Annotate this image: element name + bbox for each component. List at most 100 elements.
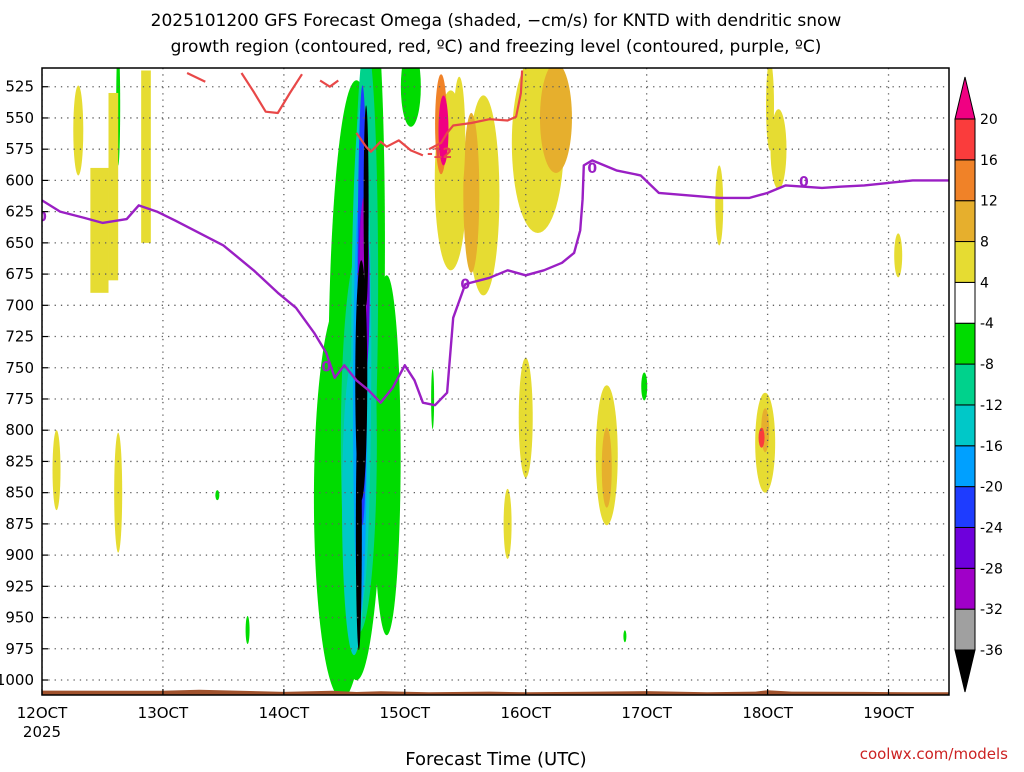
dgz-contour-line (319, 79, 339, 88)
y-tick-label: 725 (5, 328, 34, 346)
freezing-level-layer: 0 0 0 0 0 (37, 159, 949, 407)
colorbar-label: -12 (980, 398, 1003, 414)
omega-blob (518, 357, 533, 478)
dgz-contour-line (186, 72, 206, 83)
y-tick-label: 775 (5, 390, 34, 408)
omega-shading (52, 68, 903, 695)
colorbar-label: -4 (980, 316, 994, 332)
colorbar-box (954, 200, 976, 243)
colorbar-box (954, 445, 976, 488)
freezing-level-label: 0 (37, 210, 47, 226)
y-tick-label: 525 (5, 78, 34, 96)
chart-title-line-1: 2025101200 GFS Forecast Omega (shaded, −… (151, 11, 842, 31)
colorbar-box (954, 281, 976, 324)
colorbar-label: 20 (980, 112, 998, 128)
omega-blob (758, 427, 765, 448)
chart-title-line-2: growth region (contoured, red, ºC) and f… (171, 37, 822, 57)
colorbar-box (954, 322, 976, 365)
colorbar-label: 8 (980, 235, 989, 251)
omega-band (108, 92, 119, 281)
x-axis-title: Forecast Time (UTC) (405, 749, 586, 768)
ground-terrain (42, 689, 949, 695)
plot-frame (41, 67, 950, 696)
ground-fill (42, 689, 949, 695)
colorbar-arrow-low (954, 649, 976, 693)
omega-blob (73, 85, 84, 176)
freezing-level-label: 0 (460, 277, 470, 293)
y-tick-label: 625 (5, 203, 34, 221)
omega-blob (245, 616, 250, 645)
y-tick-label: 700 (5, 296, 34, 314)
colorbar-box (954, 526, 976, 569)
omega-blob (438, 95, 449, 166)
colorbar-label: 12 (980, 194, 998, 210)
y-tick-label: 650 (5, 234, 34, 252)
x-tick-label: 16OCT (500, 704, 551, 722)
colorbar-box (954, 118, 976, 161)
y-tick-label: 825 (5, 452, 34, 470)
omega-blob (770, 109, 787, 190)
colorbar-box (954, 567, 976, 610)
freezing-level-label: 0 (321, 360, 331, 376)
omega-blob (503, 488, 512, 559)
colorbar-label: -16 (980, 439, 1003, 455)
x-tick-sublabel: 2025 (23, 723, 61, 741)
dgz-contour-layer: -12 (186, 70, 524, 162)
omega-blob (355, 410, 362, 651)
colorbar-label: -20 (980, 480, 1003, 496)
omega-band (90, 167, 109, 293)
omega-blob (215, 490, 220, 501)
plot-area: -12 0 0 0 0 0 (37, 68, 949, 695)
omega-blob (641, 372, 648, 401)
y-tick-label: 850 (5, 484, 34, 502)
colorbar-label: 4 (980, 275, 989, 291)
dgz-contour-line (428, 70, 524, 151)
dgz-contour-label: -12 (427, 146, 452, 162)
colorbar-label: -32 (980, 602, 1003, 618)
colorbar-box (954, 241, 976, 283)
colorbar-box (954, 363, 976, 406)
y-tick-label: 975 (5, 640, 34, 658)
colorbar-label: -8 (980, 357, 994, 373)
omega-blob (463, 112, 480, 273)
omega-blob (894, 233, 903, 278)
colorbar: -36 -32 -28 -24 -20 -16 -12 -8 -4 4 8 12 16 20 (954, 76, 1003, 693)
y-tick-label: 800 (5, 421, 34, 439)
colorbar-label: 16 (980, 153, 998, 169)
omega-blob (363, 105, 369, 306)
freezing-level-label: 0 (587, 161, 597, 177)
x-tick-label: 18OCT (742, 704, 793, 722)
y-tick-label: 950 (5, 609, 34, 627)
x-tick-label: 17OCT (621, 704, 672, 722)
x-tick-label: 12OCT (17, 704, 68, 722)
omega-blob (601, 427, 612, 508)
x-tick-label: 15OCT (380, 704, 431, 722)
y-tick-label: 925 (5, 577, 34, 595)
colorbar-label: -28 (980, 561, 1003, 577)
colorbar-box (954, 486, 976, 528)
y-tick-label: 875 (5, 515, 34, 533)
y-tick-label: 575 (5, 140, 34, 158)
omega-band (141, 70, 151, 243)
omega-blob (400, 68, 421, 127)
credit-link[interactable]: coolwx.com/models (860, 745, 1008, 763)
colorbar-box (954, 404, 976, 447)
dgz-contour-line (355, 132, 424, 157)
x-tick-label: 13OCT (138, 704, 189, 722)
colorbar-arrow-high (954, 76, 976, 120)
omega-blob (623, 630, 627, 643)
dgz-contour-line (240, 72, 303, 115)
omega-blob (52, 430, 61, 511)
freezing-level-label: 0 (799, 175, 809, 191)
freezing-level-line (42, 159, 949, 407)
y-tick-label: 1000 (0, 671, 34, 689)
x-tick-label: 19OCT (863, 704, 914, 722)
colorbar-label: -36 (980, 643, 1003, 659)
colorbar-label: -24 (980, 520, 1003, 536)
y-tick-label: 550 (5, 109, 34, 127)
omega-blob (453, 76, 466, 197)
y-tick-label: 600 (5, 171, 34, 189)
